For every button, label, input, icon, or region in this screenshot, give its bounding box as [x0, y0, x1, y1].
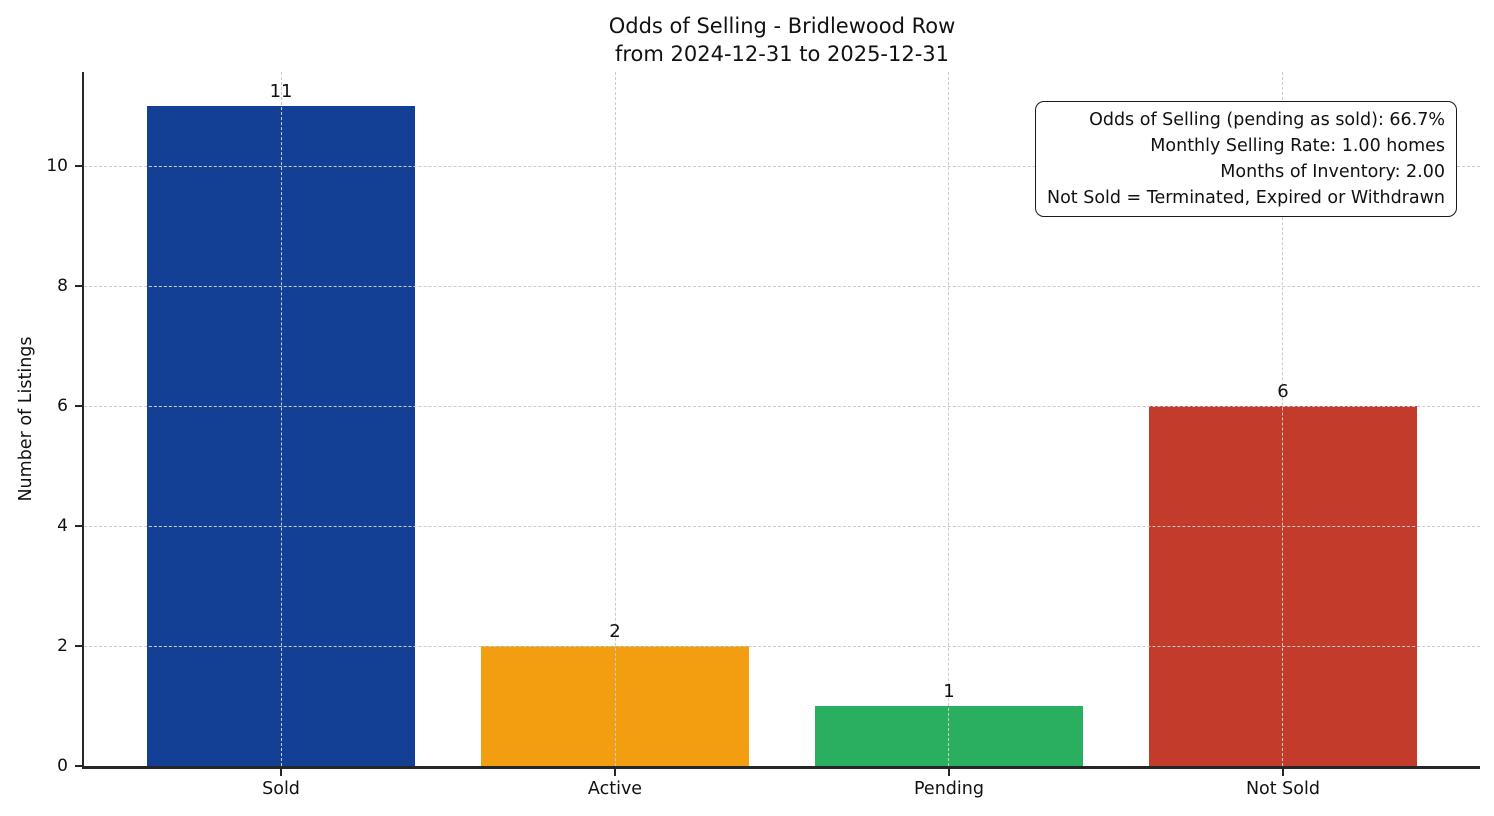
gridline-vertical: [948, 72, 950, 766]
y-axis-label: Number of Listings: [16, 336, 36, 502]
y-tick-mark: [75, 165, 82, 168]
annotation-box: Odds of Selling (pending as sold): 66.7%…: [1034, 101, 1457, 217]
gridline-horizontal: [84, 405, 1480, 407]
gridline-horizontal: [84, 165, 1480, 167]
chart-title: Odds of Selling - Bridlewood Row from 20…: [84, 12, 1480, 68]
x-tick-label-not-sold: Not Sold: [1245, 779, 1320, 799]
bar-value-label-pending: 1: [943, 681, 955, 703]
y-tick-mark: [75, 285, 82, 288]
bar-value-label-active: 2: [609, 621, 621, 643]
gridline-horizontal: [84, 525, 1480, 527]
bar-value-label-not-sold: 6: [1277, 381, 1289, 403]
x-tick-label-pending: Pending: [914, 779, 984, 799]
x-tick-mark: [1281, 769, 1284, 776]
chart-title-line2: from 2024-12-31 to 2025-12-31: [614, 42, 950, 66]
y-tick-mark: [75, 645, 82, 648]
y-tick-label: 2: [57, 636, 68, 657]
plot-area: Odds of Selling (pending as sold): 66.7%…: [46, 72, 1480, 799]
chart-title-line1: Odds of Selling - Bridlewood Row: [608, 14, 956, 38]
annotation-not-sold-definition: Not Sold = Terminated, Expired or Withdr…: [1046, 188, 1445, 208]
gridline-horizontal: [84, 645, 1480, 647]
annotation-months-of-inventory: Months of Inventory: 2.00: [1220, 162, 1445, 182]
y-tick-mark: [75, 765, 82, 767]
y-tick-label: 8: [57, 276, 68, 297]
gridline-horizontal: [84, 285, 1480, 287]
y-tick-label: 0: [57, 756, 68, 776]
gridline-vertical: [280, 72, 282, 766]
gridline-vertical: [614, 72, 616, 766]
annotation-odds-of-selling: Odds of Selling (pending as sold): 66.7%: [1089, 110, 1445, 130]
x-tick-mark: [614, 769, 616, 776]
y-tick-label: 10: [46, 156, 68, 177]
annotation-monthly-selling-rate: Monthly Selling Rate: 1.00 homes: [1150, 136, 1445, 156]
y-tick-label: 4: [57, 516, 68, 537]
y-tick-mark: [75, 405, 82, 408]
gridline-vertical: [1282, 72, 1284, 766]
x-tick-mark: [280, 769, 283, 776]
y-tick-label: 6: [57, 396, 68, 417]
x-tick-label-sold: Sold: [262, 779, 300, 799]
y-tick-mark: [75, 525, 82, 528]
x-tick-mark: [947, 769, 950, 776]
bar-value-label-sold: 11: [269, 81, 293, 103]
x-tick-label-active: Active: [587, 779, 643, 799]
